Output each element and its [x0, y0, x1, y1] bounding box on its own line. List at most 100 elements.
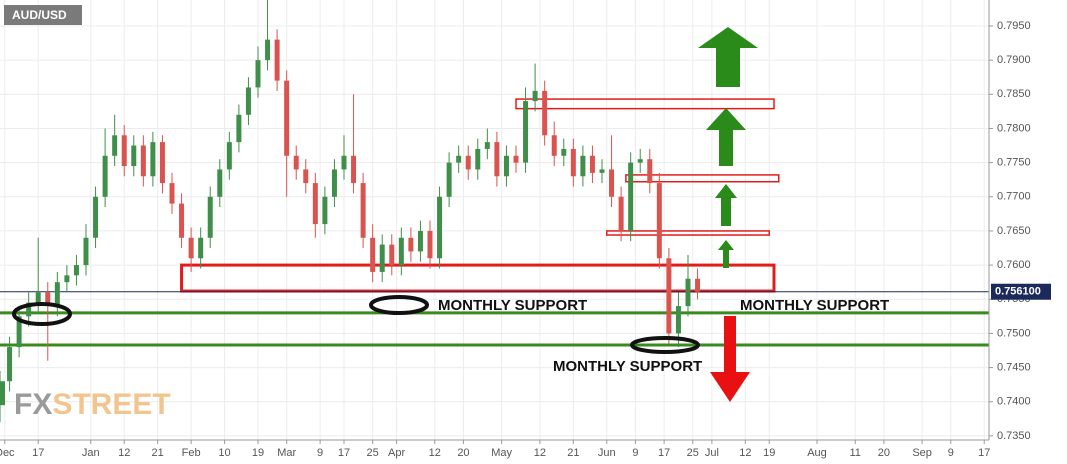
candle-body	[551, 135, 557, 156]
last-price-box	[991, 283, 1051, 300]
x-tick-label: Aug	[807, 447, 827, 459]
x-tick-label: Apr	[388, 447, 405, 459]
candle-body	[102, 155, 108, 197]
x-tick-label: 9	[632, 447, 638, 459]
candle-body	[245, 87, 251, 115]
candle-body	[456, 155, 462, 163]
x-tick-label: Jul	[705, 447, 719, 459]
candle-body	[121, 135, 127, 167]
x-tick-label: 17	[338, 447, 350, 459]
candle-body	[322, 196, 328, 225]
candle-body	[656, 183, 662, 259]
x-tick-label: May	[491, 447, 512, 459]
candle-body	[226, 142, 232, 170]
x-tick-label: 25	[687, 447, 699, 459]
candle-body	[446, 162, 452, 197]
candle-body	[379, 244, 385, 272]
candle-body	[513, 155, 519, 163]
candle-body	[666, 258, 672, 334]
y-tick-label: 0.7800	[997, 122, 1031, 134]
candle-body	[303, 169, 309, 184]
candle-body	[293, 155, 299, 170]
annotation: MONTHLY SUPPORT	[553, 358, 702, 375]
candle-body	[140, 145, 146, 177]
x-tick-label: 12	[534, 447, 546, 459]
y-tick-label: 0.7950	[997, 20, 1031, 32]
axes: 0.73500.74000.74500.75000.75500.76000.76…	[0, 0, 1051, 459]
x-tick-label: Dec	[0, 447, 15, 459]
annotation: MONTHLY SUPPORT	[438, 297, 587, 314]
candle-body	[93, 196, 99, 238]
x-tick-label: 9	[317, 447, 323, 459]
zone	[606, 230, 770, 236]
chart-title: AUD/USD	[12, 8, 67, 22]
y-tick-label: 0.7650	[997, 225, 1031, 237]
up-arrow	[718, 240, 734, 268]
candle-body	[465, 155, 471, 170]
candle-body	[341, 155, 347, 170]
ellipse	[12, 302, 72, 326]
candle-body	[389, 244, 395, 266]
decorations: MONTHLY SUPPORT MONTHLY SUPPORT MONTHLY …	[4, 5, 889, 421]
down-arrow	[710, 316, 750, 402]
x-tick-label: Jun	[598, 447, 616, 459]
y-tick-label: 0.7450	[997, 361, 1031, 373]
candle-body	[150, 142, 156, 177]
title-box	[4, 5, 82, 25]
zone	[625, 174, 780, 183]
candle-body	[83, 237, 89, 266]
candle-body	[131, 145, 137, 167]
x-tick-label: Jan	[82, 447, 100, 459]
candle-body	[570, 148, 576, 177]
x-tick-label: 12	[739, 447, 751, 459]
x-tick-label: 12	[118, 447, 130, 459]
logo: FXSTREET	[14, 388, 171, 421]
zone	[180, 263, 776, 293]
candle-body	[475, 148, 481, 170]
ellipse	[630, 336, 700, 354]
x-tick-label: 10	[218, 447, 230, 459]
candle-body	[274, 39, 280, 81]
x-tick-label: 11	[850, 447, 861, 459]
x-tick-label: Sep	[912, 447, 932, 459]
x-tick-label: Mar	[277, 447, 296, 459]
y-tick-label: 0.7600	[997, 259, 1031, 271]
logo-part: STREET	[52, 388, 170, 421]
candle-body	[370, 237, 376, 272]
up-arrow	[706, 108, 746, 166]
x-tick-label: 17	[978, 447, 990, 459]
candle-body	[0, 381, 5, 406]
zone	[515, 98, 775, 110]
candle-body	[532, 90, 538, 102]
x-tick-label: 12	[429, 447, 441, 459]
candle-body	[35, 292, 41, 303]
x-tick-label: 21	[567, 447, 579, 459]
x-tick-label: Feb	[182, 447, 201, 459]
candle-body	[312, 183, 318, 225]
candle-body	[417, 230, 423, 252]
candle-body	[609, 169, 615, 197]
ellipse	[369, 295, 429, 315]
candle-body	[159, 142, 165, 184]
y-tick-label: 0.7500	[997, 327, 1031, 339]
candle-body	[351, 155, 357, 184]
candle-body	[45, 292, 51, 307]
y-tick-label: 0.7850	[997, 88, 1031, 100]
x-tick-label: 9	[948, 447, 954, 459]
x-tick-label: 19	[763, 447, 775, 459]
y-tick-label: 0.7400	[997, 396, 1031, 408]
candle-body	[494, 142, 500, 177]
candle-body	[589, 155, 595, 173]
candle-body	[207, 196, 213, 238]
candle-body	[408, 237, 414, 252]
candle-body	[599, 169, 605, 173]
grid	[0, 0, 989, 440]
candle-body	[73, 265, 79, 276]
candle-body	[360, 183, 366, 238]
y-tick-label: 0.7900	[997, 54, 1031, 66]
candle-body	[236, 114, 242, 143]
levels	[0, 98, 989, 347]
candle-body	[54, 282, 60, 307]
candle-body	[169, 183, 175, 204]
